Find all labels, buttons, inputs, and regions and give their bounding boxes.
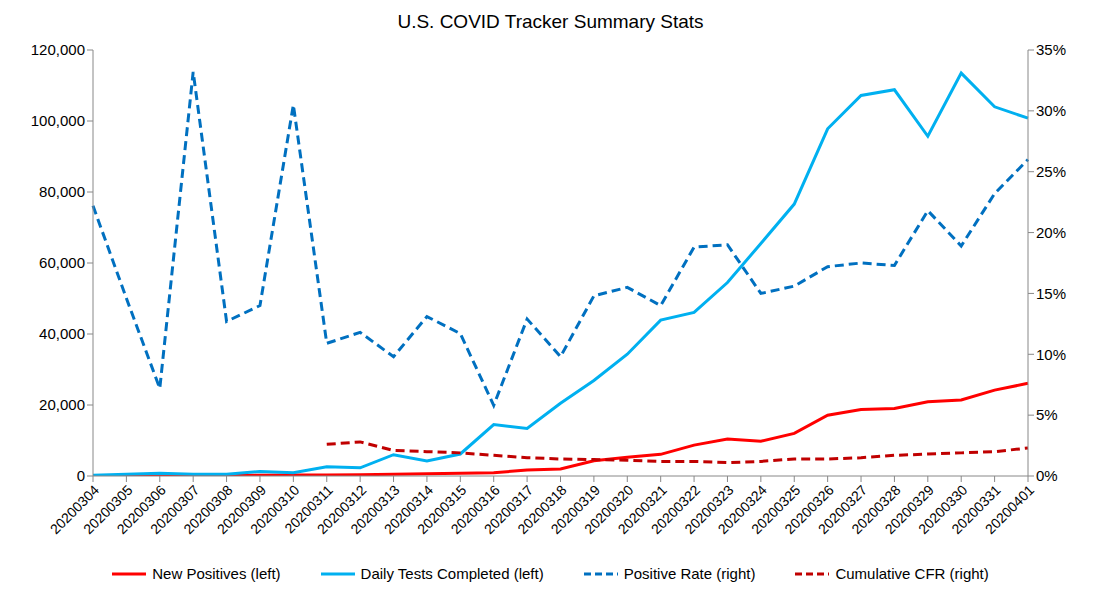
svg-text:0: 0	[77, 467, 85, 484]
svg-text:60,000: 60,000	[39, 254, 85, 271]
svg-text:10%: 10%	[1036, 346, 1066, 363]
svg-text:20200313: 20200313	[347, 481, 403, 538]
svg-text:20200322: 20200322	[647, 481, 704, 538]
svg-text:20200331: 20200331	[948, 481, 1004, 538]
svg-text:5%: 5%	[1036, 406, 1058, 423]
html-text:U.S. COVID Tracker Summary Sta: U.S. COVID Tracker Summary Stats	[397, 11, 704, 32]
html-text:Positive Rate (right): Positive Rate (right)	[623, 565, 756, 582]
svg-text:20200401: 20200401	[982, 482, 1038, 538]
svg-text:20200317: 20200317	[480, 481, 537, 538]
svg-text:20200315: 20200315	[414, 481, 470, 538]
svg-text:20200311: 20200311	[281, 481, 336, 537]
svg-text:20200319: 20200319	[547, 481, 603, 538]
svg-text:30%: 30%	[1036, 102, 1066, 119]
svg-text:20200306: 20200306	[113, 481, 169, 538]
svg-text:15%: 15%	[1036, 285, 1066, 302]
svg-text:20200328: 20200328	[848, 481, 904, 538]
svg-text:20%: 20%	[1036, 224, 1066, 241]
svg-text:20200307: 20200307	[147, 481, 203, 538]
svg-text:20200326: 20200326	[781, 481, 837, 538]
svg-text:20200310: 20200310	[247, 481, 303, 538]
svg-text:35%: 35%	[1036, 41, 1066, 58]
svg-text:20200320: 20200320	[581, 481, 637, 538]
svg-text:20200321: 20200321	[614, 481, 670, 538]
html-text:Cumulative CFR (right): Cumulative CFR (right)	[835, 565, 989, 582]
svg-text:20200308: 20200308	[180, 481, 236, 538]
svg-text:20200329: 20200329	[881, 481, 937, 538]
svg-text:20200318: 20200318	[514, 481, 570, 538]
svg-text:0%: 0%	[1036, 467, 1058, 484]
svg-text:120,000: 120,000	[31, 41, 85, 58]
html-text:Daily Tests Completed (left): Daily Tests Completed (left)	[360, 565, 544, 582]
svg-text:40,000: 40,000	[39, 325, 85, 342]
svg-text:20,000: 20,000	[39, 396, 85, 413]
svg-text:20200323: 20200323	[681, 481, 737, 538]
svg-text:20200305: 20200305	[80, 481, 136, 538]
svg-text:20200314: 20200314	[380, 481, 437, 538]
svg-text:20200324: 20200324	[714, 481, 770, 538]
svg-text:20200309: 20200309	[213, 481, 270, 538]
svg-text:80,000: 80,000	[39, 183, 85, 200]
svg-text:25%: 25%	[1036, 163, 1066, 180]
svg-text:20200327: 20200327	[814, 481, 871, 538]
svg-text:20200316: 20200316	[447, 481, 503, 538]
svg-text:100,000: 100,000	[31, 112, 85, 129]
html-text:New Positives (left): New Positives (left)	[152, 565, 281, 582]
svg-text:20200304: 20200304	[46, 481, 103, 538]
svg-text:20200312: 20200312	[313, 481, 370, 538]
svg-text:20200325: 20200325	[748, 481, 804, 538]
svg-text:20200330: 20200330	[915, 481, 971, 538]
